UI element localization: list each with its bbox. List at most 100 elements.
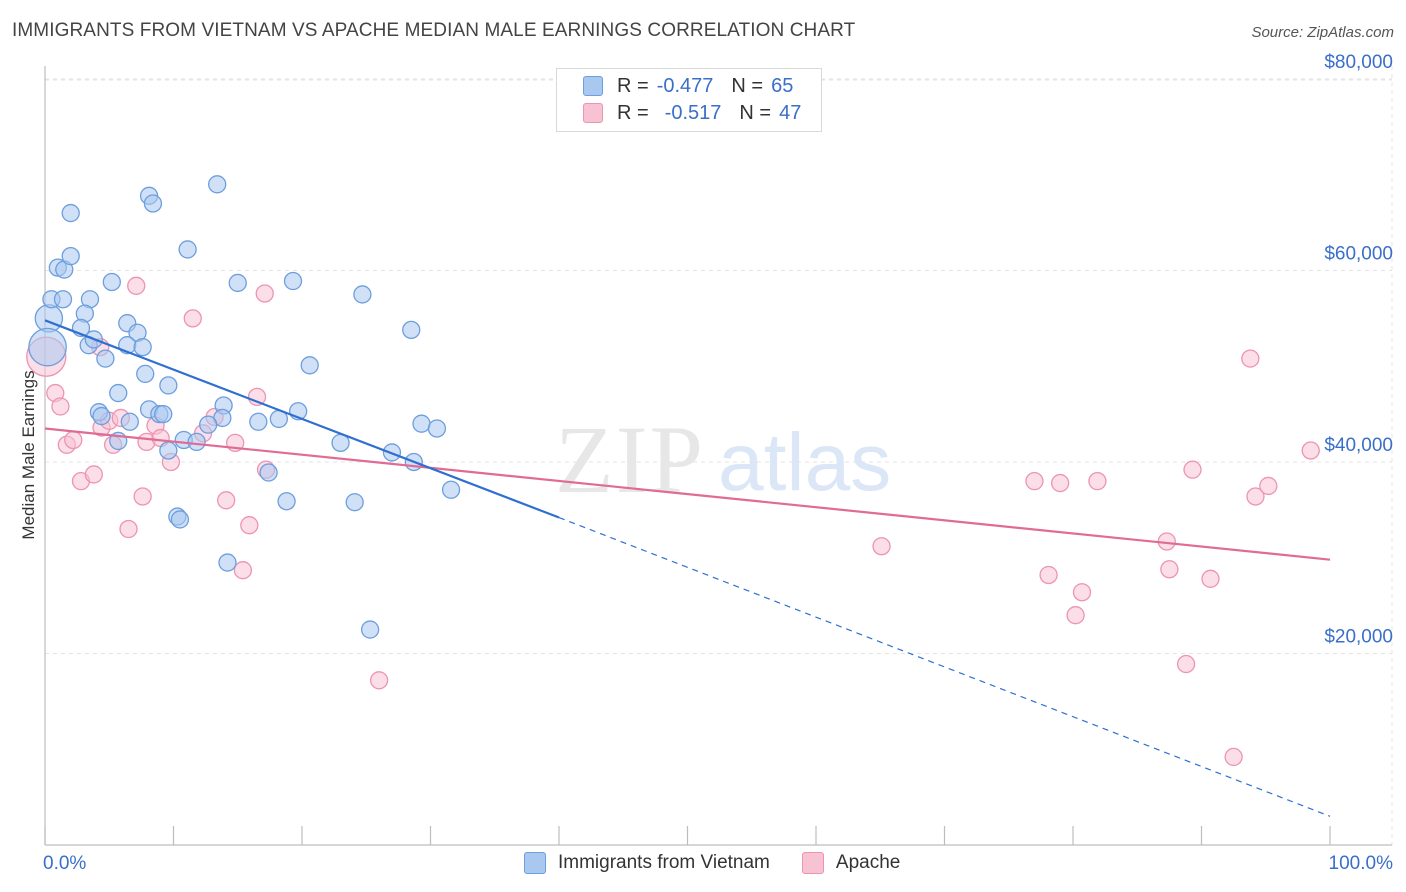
legend-r-value: -0.477: [656, 74, 714, 97]
y-axis-title: Median Male Earnings: [19, 370, 38, 539]
vietnam-point: [412, 414, 431, 433]
apache-point: [369, 671, 389, 690]
vietnam-point: [353, 285, 372, 304]
trend-line-vietnam-extension: [558, 516, 1331, 817]
legend-r-label: R =: [617, 101, 649, 124]
apache-point: [133, 487, 152, 506]
apache-point: [1051, 473, 1070, 493]
bottom-legend-item-apache: Apache: [801, 852, 901, 874]
y-tick-label: $80,000: [1324, 52, 1393, 73]
apache-point: [1183, 460, 1202, 479]
bottom-legend-swatch-apache: [801, 852, 824, 874]
vietnam-point: [53, 290, 73, 309]
legend-n-label: N =: [731, 74, 764, 97]
watermark: ZIP atlas: [555, 406, 891, 513]
apache-point: [84, 465, 103, 484]
apache-point: [233, 561, 253, 580]
trend-line-apache: [44, 427, 1331, 561]
axes: [44, 66, 1392, 846]
series-apache: [26, 276, 1320, 767]
bottom-legend-label-apache: Apache: [835, 852, 901, 873]
apache-point: [127, 276, 146, 295]
vietnam-point: [61, 246, 80, 266]
vietnam-point: [199, 415, 218, 434]
vietnam-point: [61, 203, 80, 223]
bottom-legend-item-vietnam: Immigrants from Vietnam: [524, 852, 770, 874]
legend-swatch-vietnam: [583, 76, 603, 96]
apache-point: [183, 309, 202, 328]
vietnam-point: [159, 441, 178, 460]
apache-point: [1224, 747, 1243, 767]
vietnam-point: [136, 364, 155, 384]
vietnam-point: [102, 272, 121, 292]
vietnam-point: [187, 432, 206, 452]
vietnam-point: [360, 620, 380, 639]
vietnam-point: [109, 383, 128, 403]
vietnam-point: [218, 553, 237, 572]
apache-point: [255, 284, 274, 303]
vietnam-point: [154, 404, 173, 424]
apache-point: [1301, 441, 1320, 460]
x-tick-label-min: 0.0%: [43, 853, 86, 874]
legend: R = -0.477 N = 65 R = -0.517 N = 47: [556, 68, 822, 132]
vietnam-point: [208, 175, 227, 194]
apache-point: [1160, 560, 1179, 579]
legend-n-label: N =: [739, 101, 772, 124]
tick-labels: $20,000 $40,000 $60,000 $80,000 0.0% 100.0%: [43, 52, 1393, 874]
legend-swatch-apache: [583, 103, 603, 123]
chart-title: IMMIGRANTS FROM VIETNAM VS APACHE MEDIAN…: [12, 20, 856, 41]
bottom-legend-label-vietnam: Immigrants from Vietnam: [558, 852, 770, 873]
apache-point: [1241, 349, 1260, 368]
vietnam-point: [159, 376, 178, 395]
vietnam-point: [28, 327, 67, 367]
vietnam-point: [170, 510, 190, 529]
apache-point: [1025, 471, 1044, 491]
apache-point: [51, 397, 70, 416]
trend-line-vietnam: [44, 319, 560, 519]
vietnam-point: [96, 349, 115, 368]
source-label: Source: ZipAtlas.com: [1251, 24, 1394, 41]
vietnam-point: [120, 412, 139, 431]
legend-r-value: -0.517: [664, 101, 722, 124]
vietnam-point: [427, 419, 447, 438]
vietnam-point: [259, 463, 278, 482]
apache-point: [119, 519, 138, 539]
vietnam-point: [441, 480, 461, 499]
legend-r-label: R =: [617, 74, 649, 97]
y-tick-label: $40,000: [1324, 435, 1393, 456]
vietnam-point: [249, 412, 268, 431]
apache-point: [1039, 565, 1058, 585]
vietnam-point: [283, 271, 303, 291]
trend-lines: [44, 319, 1331, 817]
apache-point: [1088, 471, 1107, 491]
vietnam-point: [228, 273, 247, 293]
watermark-atlas: atlas: [718, 417, 891, 508]
vietnam-point: [345, 493, 364, 512]
legend-n-value: 47: [779, 101, 802, 124]
legend-row-vietnam: R = -0.477 N = 65: [583, 73, 793, 99]
apache-point: [872, 537, 891, 556]
apache-point: [1072, 583, 1092, 602]
vietnam-point: [178, 240, 197, 259]
bottom-legend-swatch-vietnam: [524, 852, 546, 874]
vietnam-point: [300, 356, 319, 375]
bottom-legend: Immigrants from Vietnam Apache: [524, 852, 932, 874]
apache-point: [217, 491, 236, 510]
apache-point: [1201, 569, 1220, 588]
legend-n-value: 65: [771, 74, 794, 97]
vietnam-point: [277, 492, 296, 511]
apache-point: [1259, 476, 1278, 496]
apache-point: [64, 430, 83, 450]
watermark-zip: ZIP: [555, 406, 705, 513]
apache-point: [240, 516, 259, 535]
apache-point: [1066, 606, 1085, 625]
x-tick-label-max: 100.0%: [1329, 853, 1394, 874]
vietnam-point: [92, 406, 111, 426]
vietnam-point: [402, 320, 421, 340]
vietnam-point: [133, 337, 152, 357]
legend-row-apache: R = -0.517 N = 47: [583, 100, 801, 126]
apache-point: [1246, 487, 1265, 506]
y-tick-label: $20,000: [1324, 627, 1393, 648]
vietnam-point: [143, 194, 163, 213]
